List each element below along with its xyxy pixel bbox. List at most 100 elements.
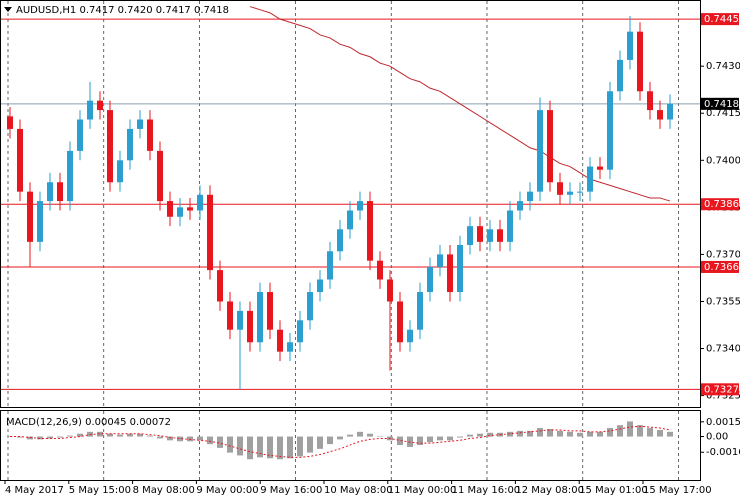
candle-body: [297, 320, 303, 343]
candle-body: [407, 329, 413, 343]
macd-bar: [547, 429, 553, 437]
macd-bar: [607, 428, 613, 437]
candle-body: [357, 201, 363, 211]
macd-bar: [117, 434, 123, 437]
macd-bar: [67, 435, 73, 437]
y-tick-label: 0.7430: [706, 61, 740, 72]
candle-body: [257, 292, 263, 343]
x-tick-label: 11 May 16:00: [452, 485, 521, 496]
macd-bar: [377, 436, 383, 438]
candle-body: [427, 266, 433, 293]
macd-bar: [557, 430, 563, 437]
candle-body: [647, 91, 653, 111]
candle-body: [7, 116, 13, 129]
y-tick-label: 0.7370: [706, 249, 740, 260]
candle-body: [87, 100, 93, 120]
y-tick-label: 0.7355: [706, 296, 740, 307]
macd-bar: [97, 431, 103, 437]
candle-body: [117, 160, 123, 183]
macd-bar: [57, 436, 63, 438]
candle-body: [217, 270, 223, 302]
macd-bar: [327, 436, 333, 445]
x-tick-label: 9 May 00:00: [196, 485, 258, 496]
candle-body: [327, 251, 333, 280]
macd-bar: [527, 430, 533, 437]
x-tick-label: 15 May 01:00: [579, 485, 648, 496]
candle-body: [637, 31, 643, 92]
macd-bar: [617, 425, 623, 437]
candle-body: [167, 201, 173, 217]
macd-bar: [417, 436, 423, 446]
level-label: 0.7327: [704, 384, 739, 395]
macd-bar: [227, 436, 233, 453]
macd-bar: [317, 436, 323, 449]
moving-average-line: [249, 6, 671, 202]
candle-body: [487, 229, 493, 242]
macd-bar: [507, 431, 513, 437]
candle-body: [37, 201, 43, 242]
candle-body: [267, 292, 273, 330]
macd-bar: [147, 435, 153, 437]
macd-pane-frame: [0, 410, 701, 481]
candle-body: [317, 279, 323, 293]
macd-bar: [297, 436, 303, 457]
macd-bar: [277, 436, 283, 460]
x-tick-label: 11 May 00:00: [388, 485, 457, 496]
candle-body: [27, 191, 33, 242]
candle-body: [507, 210, 513, 242]
candle-body: [227, 301, 233, 330]
candle-body: [567, 191, 573, 195]
macd-bar: [257, 436, 263, 458]
candle-body: [337, 229, 343, 252]
candle-body: [47, 182, 53, 202]
x-tick-label: 9 May 16:00: [260, 485, 322, 496]
macd-bar: [347, 434, 353, 437]
macd-bar: [197, 436, 203, 441]
candle-body: [517, 201, 523, 211]
macd-bar: [487, 432, 493, 437]
y-tick-label: 0.7400: [706, 155, 740, 166]
candle-body: [387, 279, 393, 302]
candle-body: [467, 226, 473, 245]
macd-bar: [567, 431, 573, 437]
candle-body: [437, 254, 443, 267]
macd-bar: [367, 433, 373, 437]
candle-body: [457, 245, 463, 293]
chart-title: AUDUSD,H1 0.7417 0.7420 0.7417 0.7418: [16, 5, 229, 16]
candle-body: [177, 207, 183, 217]
macd-bar: [517, 430, 523, 437]
current-price-label: 0.7418: [704, 99, 739, 110]
macd-bar: [457, 436, 463, 438]
macd-bar: [37, 436, 43, 440]
macd-bar: [207, 436, 213, 445]
level-label-box: [701, 13, 739, 26]
level-label: 0.7445: [704, 14, 739, 25]
candle-body: [527, 191, 533, 202]
macd-bar: [657, 429, 663, 437]
candle-body: [67, 150, 73, 202]
candle-body: [587, 166, 593, 192]
candle-body: [347, 210, 353, 230]
macd-bar: [307, 436, 313, 453]
level-label: 0.7366: [704, 262, 739, 273]
candle-body: [237, 310, 243, 330]
macd-bar: [577, 432, 583, 437]
macd-bar: [107, 433, 113, 437]
macd-bar: [637, 425, 643, 437]
candle-body: [627, 31, 633, 60]
macd-bar: [247, 436, 253, 460]
macd-bar: [287, 436, 293, 459]
x-tick-label: 10 May 08:00: [324, 485, 393, 496]
candle-body: [547, 110, 553, 183]
level-label-box: [701, 260, 739, 273]
macd-bar: [267, 436, 273, 459]
macd-bar: [47, 436, 53, 439]
candle-body: [447, 254, 453, 293]
candle-body: [107, 110, 113, 183]
candle-body: [137, 119, 143, 129]
macd-title: MACD(12,26,9) 0.00045 0.00072: [6, 417, 171, 428]
candle-body: [537, 110, 543, 192]
macd-bar: [537, 428, 543, 437]
candle-body: [97, 100, 103, 111]
